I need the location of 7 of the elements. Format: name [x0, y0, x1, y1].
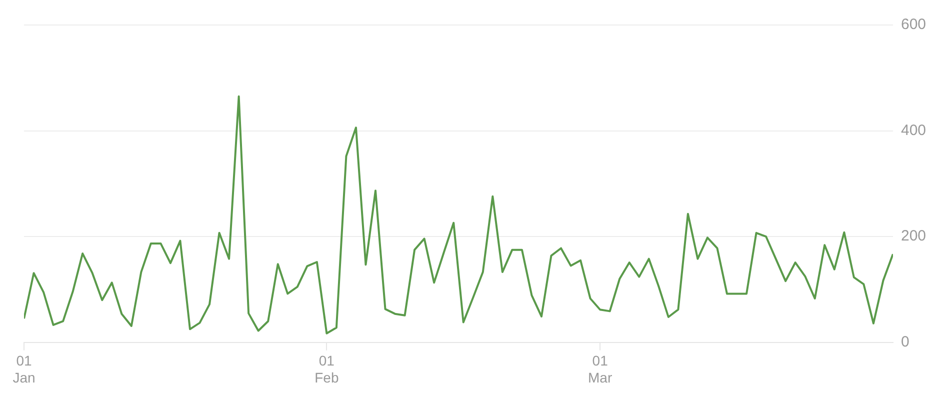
- y-tick-label: 400: [900, 122, 926, 139]
- y-tick-label: 0: [900, 334, 910, 351]
- x-tick-label: 01 Feb: [314, 352, 339, 386]
- y-tick-label: 200: [900, 228, 926, 245]
- x-tick-label: 01 Jan: [12, 352, 36, 386]
- y-tick-label: 600: [900, 16, 926, 34]
- x-tick-label: 01 Mar: [588, 352, 612, 386]
